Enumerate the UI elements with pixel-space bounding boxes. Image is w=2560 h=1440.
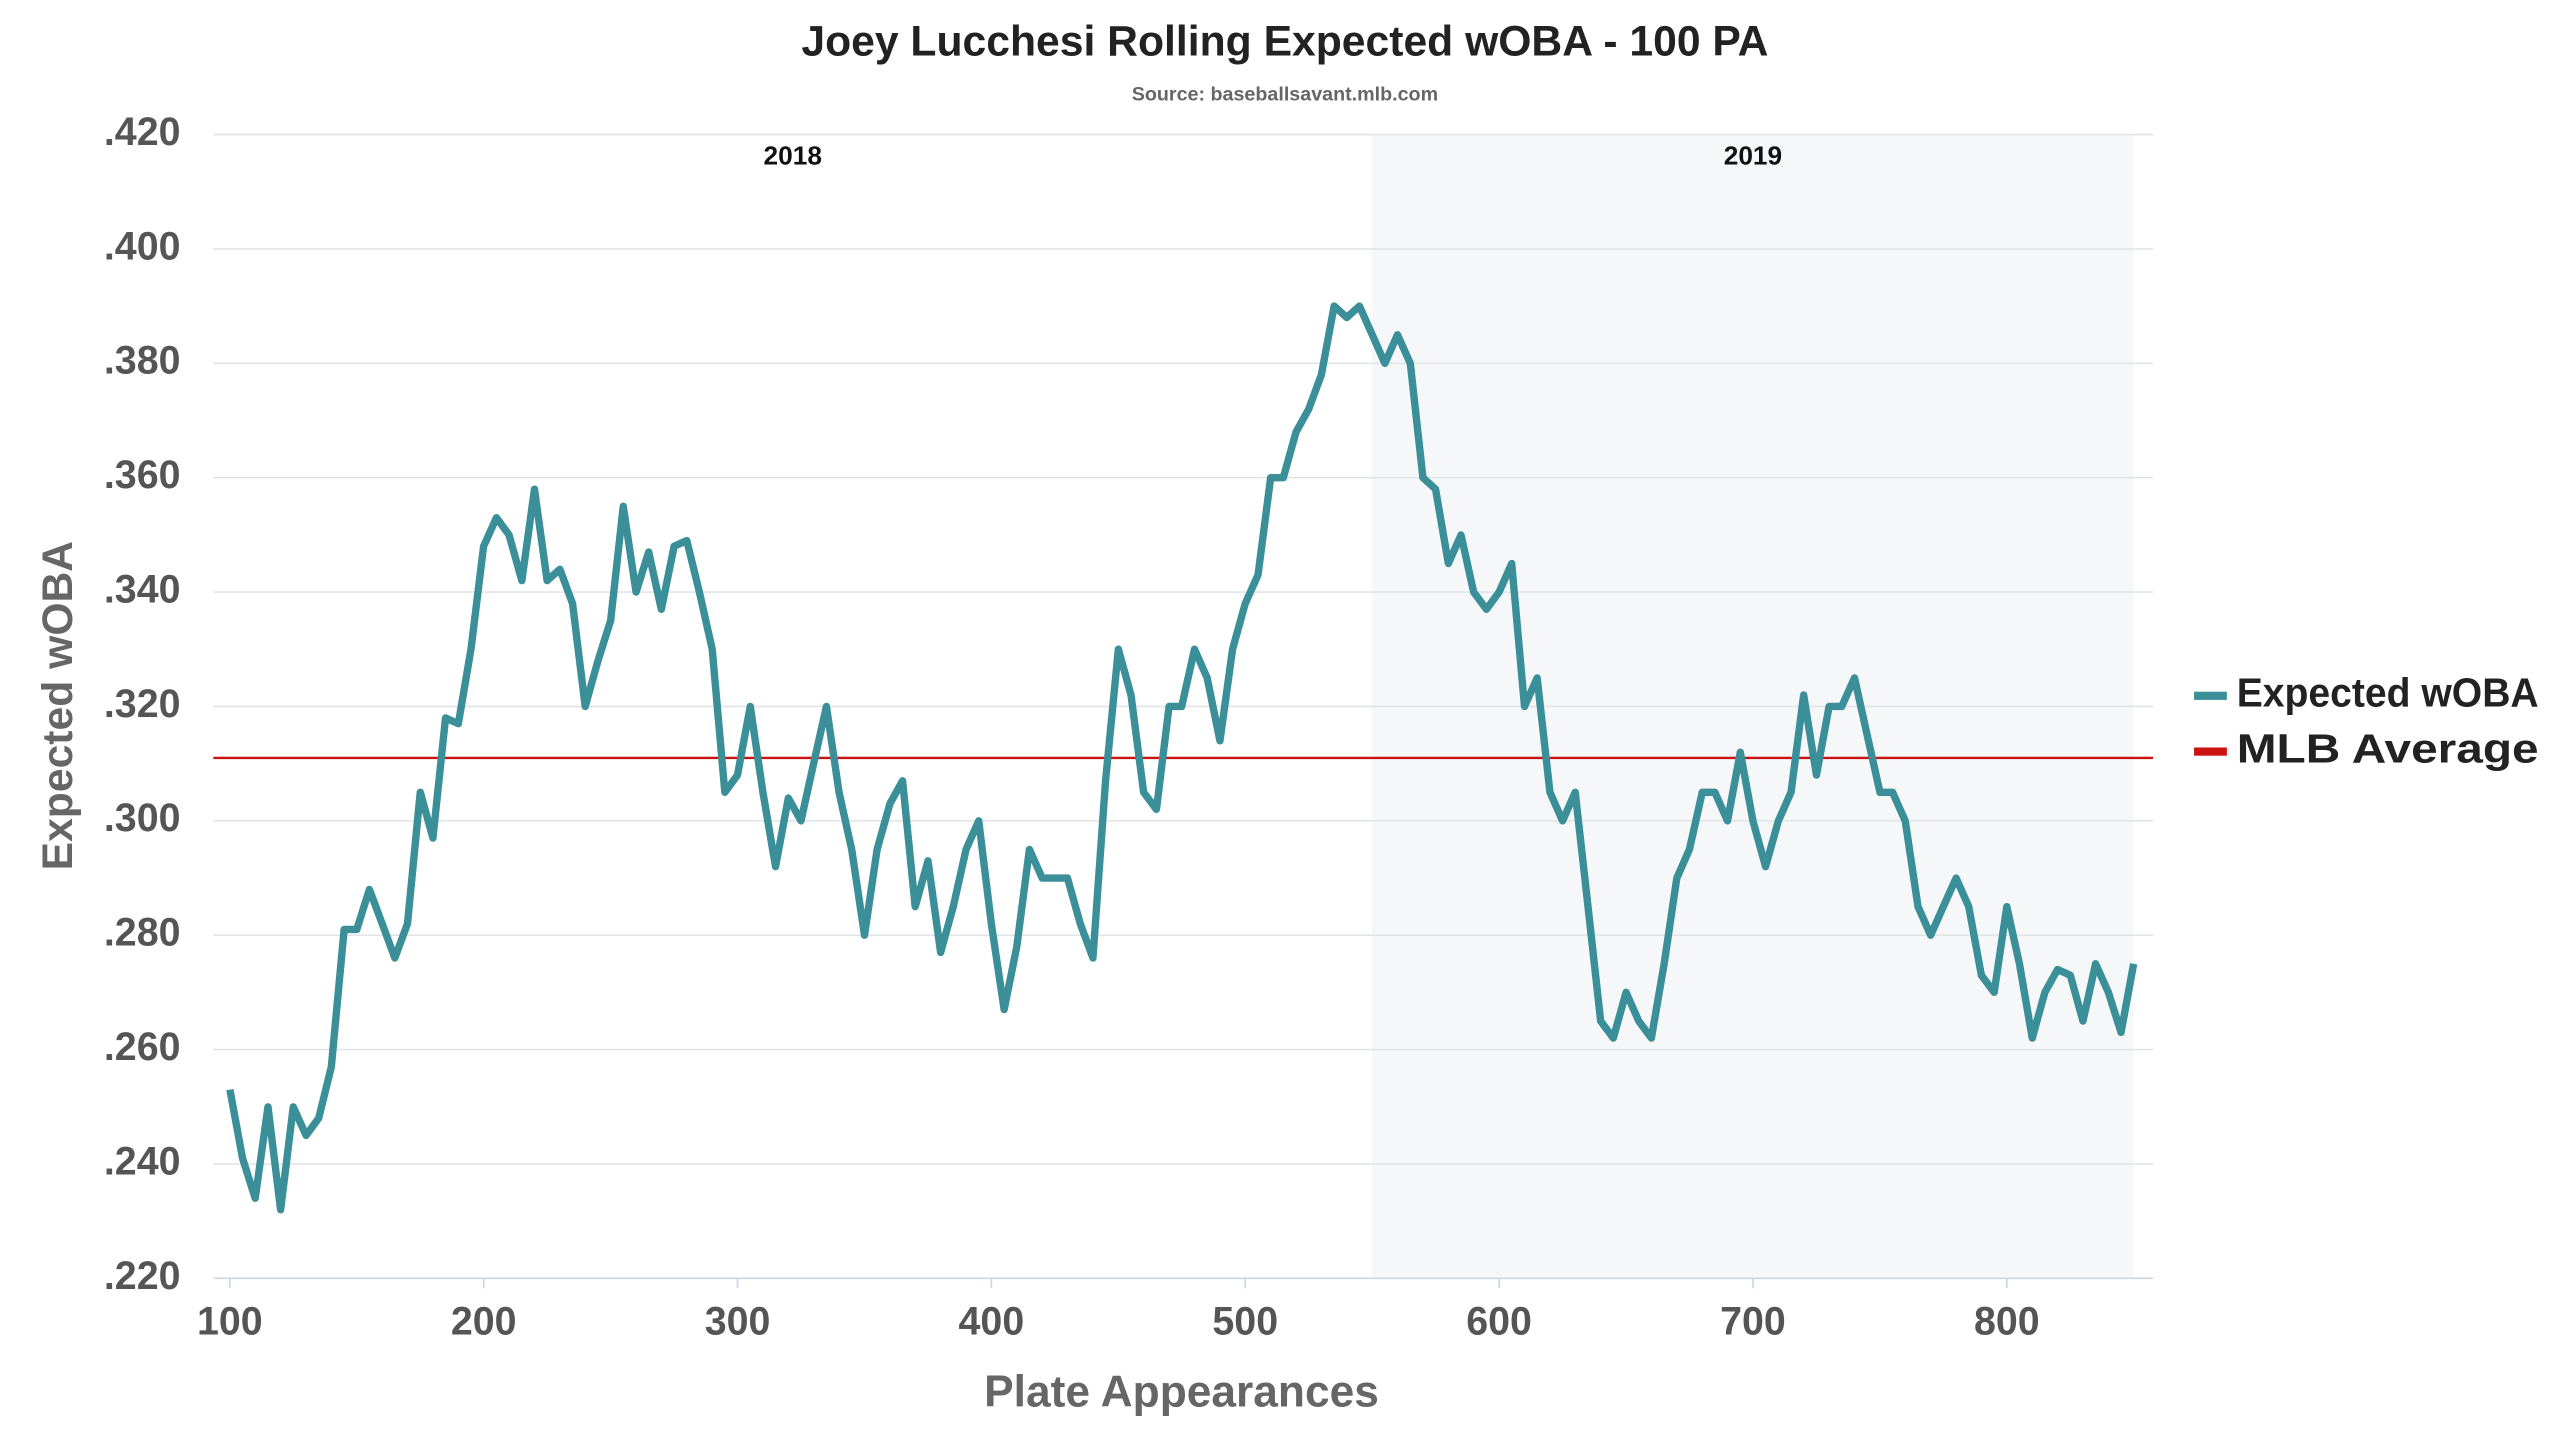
y-tick-label: .360 [104,453,181,497]
x-tick-label: 300 [705,1300,771,1344]
x-tick-label: 700 [1720,1300,1786,1344]
x-tick-label: 800 [1974,1300,2040,1344]
y-tick-label: .280 [104,911,181,955]
y-tick-label: .340 [104,567,181,611]
legend-swatch [2194,691,2227,700]
y-tick-label: .420 [104,110,181,154]
x-tick-label: 200 [451,1300,517,1344]
y-tick-label: .400 [104,224,181,268]
region-label: 2018 [764,140,822,170]
y-tick-label: .220 [104,1254,181,1298]
y-axis-label: Expected wOBA [34,541,82,870]
legend-label: Expected wOBA [2237,670,2539,716]
y-tick-label: .240 [104,1139,181,1183]
y-tick-label: .320 [104,682,181,726]
legend-label: MLB Average [2237,725,2539,771]
x-axis-label: Plate Appearances [984,1368,1379,1417]
x-tick-label: 400 [959,1300,1025,1344]
x-tick-label: 500 [1212,1300,1278,1344]
chart-title: Joey Lucchesi Rolling Expected wOBA - 10… [801,18,1768,66]
chart-subtitle: Source: baseballsavant.mlb.com [1132,83,1438,105]
legend-swatch [2194,747,2227,756]
x-tick-label: 100 [197,1300,263,1344]
data-line [226,302,2138,1214]
y-tick-label: .380 [104,339,181,383]
y-tick-label: .260 [104,1025,181,1069]
x-tick-label: 600 [1466,1300,1532,1344]
y-tick-label: .300 [104,796,181,840]
region-label: 2019 [1724,140,1782,170]
